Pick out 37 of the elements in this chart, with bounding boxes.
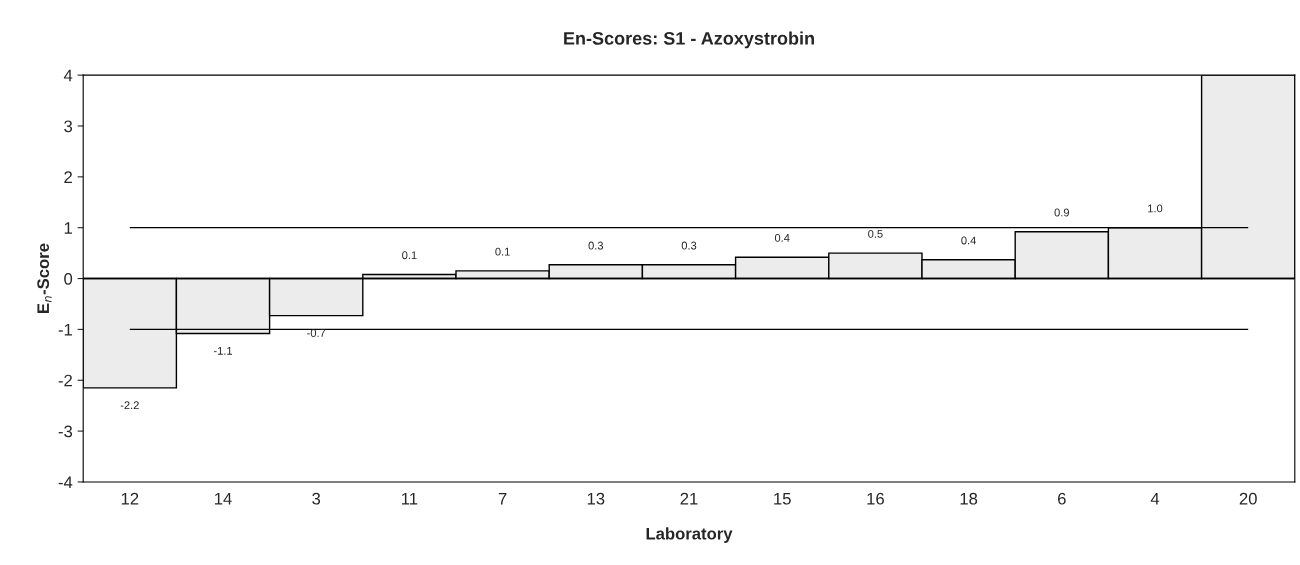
y-tick-label: -4 [58, 476, 73, 488]
data-label: 0.4 [961, 236, 976, 245]
y-tick-label: 0 [64, 272, 73, 285]
y-tick-label: 4 [63, 69, 73, 82]
y-tick-label: -1 [58, 323, 72, 336]
y-tick-label: -3 [58, 425, 73, 438]
x-tick-label: 12 [121, 492, 139, 505]
y-tick-label: 2 [64, 171, 72, 183]
chart-title: En-Scores: S1 - Azoxystrobin [564, 31, 814, 49]
data-label: -1.1 [213, 347, 233, 355]
data-label: -2.2 [120, 401, 139, 410]
data-label: -0.7 [307, 329, 326, 337]
data-label: 0.3 [681, 241, 697, 250]
data-label: 0.5 [868, 229, 883, 238]
x-tick-label: 21 [680, 492, 698, 505]
y-tick-label: 3 [64, 120, 73, 133]
y-tick-label: -2 [58, 374, 72, 387]
data-label: 1.0 [1148, 204, 1163, 213]
x-tick-label: 16 [867, 492, 884, 505]
x-tick-label: 7 [498, 492, 507, 505]
x-tick-label: 4 [1150, 492, 1160, 505]
data-label: 0.1 [495, 247, 510, 256]
x-tick-label: 18 [960, 492, 978, 505]
data-label: 0.9 [1054, 208, 1069, 217]
x-axis-title: Laboratory [646, 527, 733, 543]
data-label: 0.4 [774, 234, 790, 242]
x-tick-label: 20 [1239, 492, 1257, 505]
x-tick-label: 11 [402, 492, 418, 505]
x-tick-label: 6 [1058, 492, 1066, 505]
y-axis-title: E$_{n}$-Score [37, 243, 52, 313]
x-tick-label: 3 [312, 492, 321, 505]
x-tick-label: 14 [215, 492, 232, 505]
x-tick-label: 13 [587, 492, 605, 505]
y-tick-label: 1 [64, 222, 72, 234]
data-label: 0.1 [402, 251, 417, 260]
x-tick-label: 15 [774, 492, 791, 505]
data-label: 0.3 [588, 241, 604, 250]
